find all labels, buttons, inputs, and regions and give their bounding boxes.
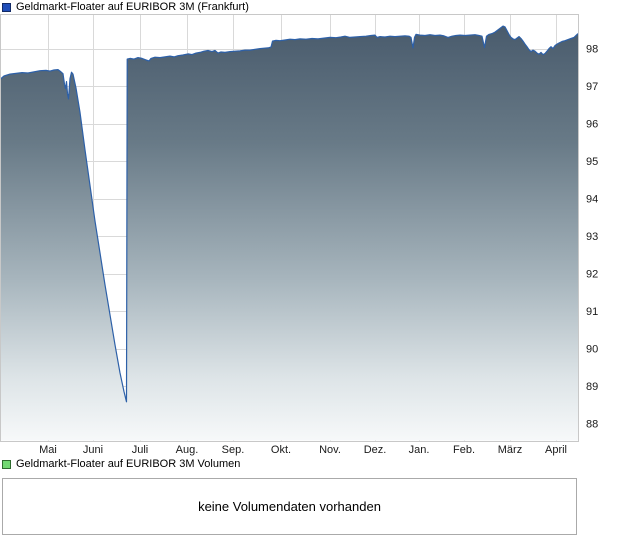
- no-volume-data-message: keine Volumendaten vorhanden: [198, 499, 381, 514]
- svg-text:Okt.: Okt.: [271, 444, 291, 456]
- price-series-marker-icon: [2, 2, 11, 12]
- svg-text:Mai: Mai: [39, 444, 57, 456]
- price-legend-label: Geldmarkt-Floater auf EURIBOR 3M (Frankf…: [16, 1, 249, 13]
- svg-text:Aug.: Aug.: [176, 444, 199, 456]
- svg-text:92: 92: [586, 269, 598, 281]
- svg-text:89: 89: [586, 381, 598, 393]
- svg-text:Feb.: Feb.: [453, 444, 475, 456]
- svg-text:98: 98: [586, 44, 598, 56]
- svg-text:88: 88: [586, 419, 598, 431]
- volume-legend-label: Geldmarkt-Floater auf EURIBOR 3M Volumen: [16, 458, 241, 470]
- svg-text:Nov.: Nov.: [319, 444, 341, 456]
- price-chart-svg: 88 89 90 91 92 93 94 95 96 97 98 Mai Juni Juli Aug. Sep…: [0, 14, 598, 456]
- svg-text:91: 91: [586, 306, 598, 318]
- svg-text:Sep.: Sep.: [222, 444, 245, 456]
- svg-text:97: 97: [586, 81, 598, 93]
- svg-text:95: 95: [586, 156, 598, 168]
- svg-text:April: April: [545, 444, 567, 456]
- price-legend: Geldmarkt-Floater auf EURIBOR 3M (Frankf…: [2, 1, 249, 13]
- volume-legend: Geldmarkt-Floater auf EURIBOR 3M Volumen: [2, 458, 240, 470]
- volume-panel: keine Volumendaten vorhanden: [2, 478, 577, 535]
- svg-text:Juni: Juni: [83, 444, 103, 456]
- svg-text:Jan.: Jan.: [409, 444, 430, 456]
- svg-text:Juli: Juli: [132, 444, 149, 456]
- svg-text:90: 90: [586, 344, 598, 356]
- svg-text:96: 96: [586, 119, 598, 131]
- svg-text:März: März: [498, 444, 522, 456]
- volume-series-marker-icon: [2, 459, 11, 469]
- svg-text:93: 93: [586, 231, 598, 243]
- svg-text:94: 94: [586, 194, 598, 206]
- svg-text:Dez.: Dez.: [364, 444, 387, 456]
